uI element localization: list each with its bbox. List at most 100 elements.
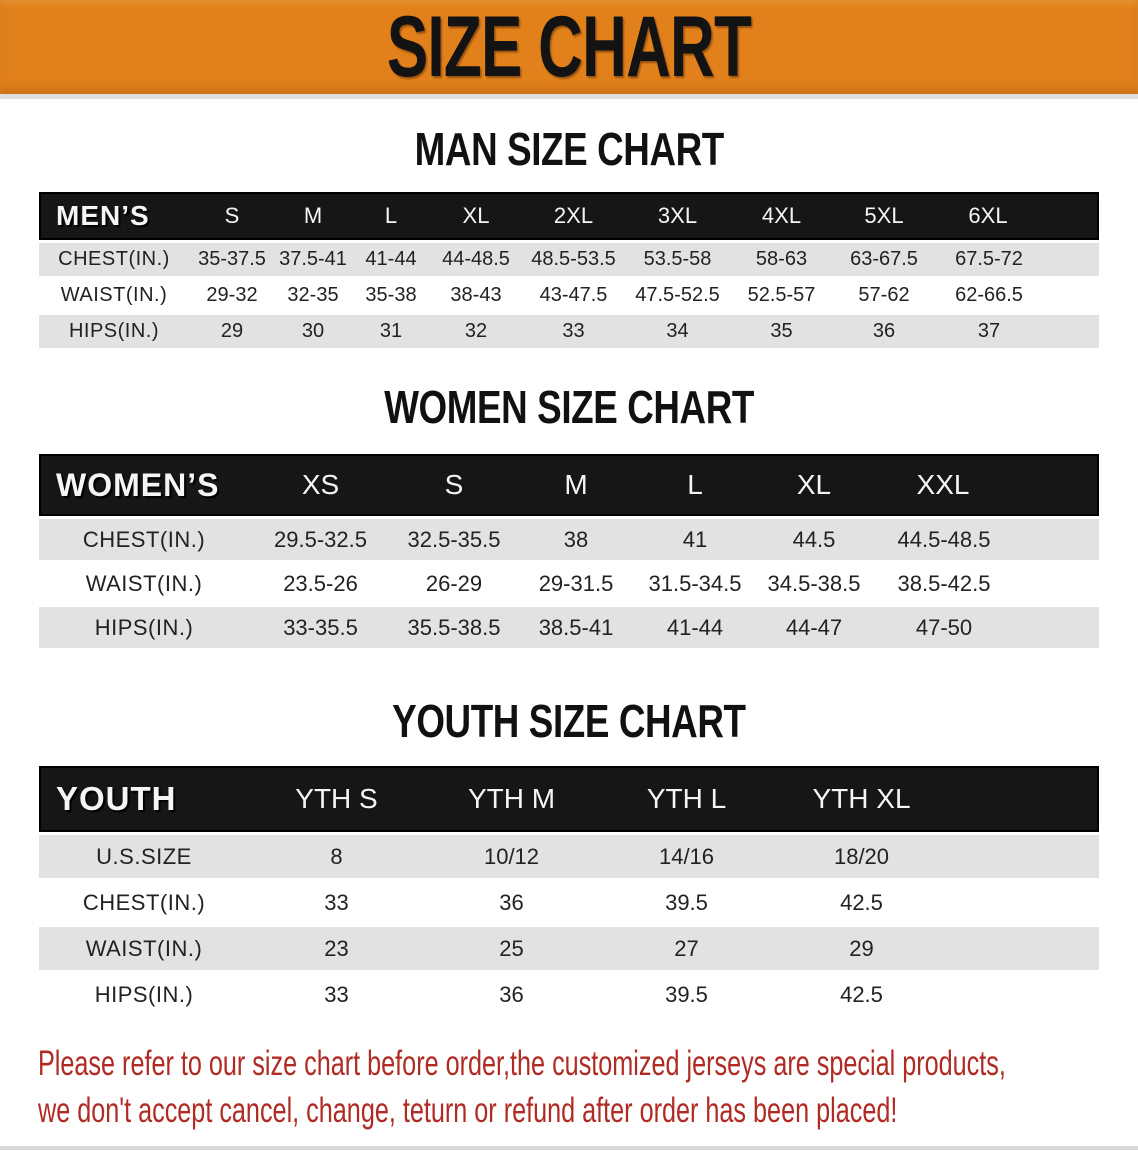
table-header-label: MEN’S: [39, 192, 189, 240]
table-row: U.S.SIZE 8 10/12 14/16 18/20: [39, 835, 1099, 878]
size-value-cell: 33: [249, 973, 424, 1016]
size-value-cell: 32: [431, 315, 521, 348]
size-value-cell: 8: [249, 835, 424, 878]
size-value-cell: 29-31.5: [516, 563, 636, 604]
men-section-heading: MAN SIZE CHART: [414, 123, 724, 175]
youth-size-table: YOUTH YTH S YTH M YTH L YTH XL U.S.SIZE 8 10/12…: [39, 763, 1099, 1019]
size-column-header: XL: [431, 192, 521, 240]
size-column-header: 2XL: [521, 192, 626, 240]
size-value-cell: 35: [729, 315, 834, 348]
size-column-header: 5XL: [834, 192, 934, 240]
size-value-cell: 47.5-52.5: [626, 279, 729, 312]
size-value-cell: 43-47.5: [521, 279, 626, 312]
size-column-header: M: [275, 192, 351, 240]
size-value-cell: 18/20: [774, 835, 949, 878]
size-value-cell: 36: [424, 973, 599, 1016]
table-row: WAIST(IN.) 23.5-26 26-29 29-31.5 31.5-34.5 34…: [39, 563, 1099, 604]
size-value-cell: 39.5: [599, 973, 774, 1016]
size-value-cell: 23.5-26: [249, 563, 392, 604]
size-value-cell: 37.5-41: [275, 243, 351, 276]
row-label: U.S.SIZE: [39, 835, 249, 878]
size-value-cell: 35-38: [351, 279, 431, 312]
table-row: WAIST(IN.) 23 25 27 29: [39, 927, 1099, 970]
size-value-cell: 44.5: [754, 519, 874, 560]
size-value-cell: 34.5-38.5: [754, 563, 874, 604]
size-column-header: 6XL: [934, 192, 1099, 240]
size-value-cell: 67.5-72: [934, 243, 1099, 276]
size-value-cell: 47-50: [874, 607, 1099, 648]
size-value-cell: 38: [516, 519, 636, 560]
women-section-heading: WOMEN SIZE CHART: [384, 381, 754, 433]
size-column-header: XS: [249, 454, 392, 516]
size-value-cell: 29: [774, 927, 949, 970]
youth-size-section: YOUTH SIZE CHART YOUTH YTH S YTH M YTH L YTH…: [0, 651, 1138, 1019]
size-value-cell: 29-32: [189, 279, 275, 312]
table-header-row: WOMEN’S XS S M L XL XXL: [39, 454, 1099, 516]
disclaimer-line-1: Please refer to our size chart before or…: [38, 1044, 1006, 1083]
size-value-cell: 14/16: [599, 835, 774, 878]
size-chart-banner: SIZE CHART: [0, 0, 1138, 99]
youth-section-heading: YOUTH SIZE CHART: [392, 695, 746, 747]
table-header-label: WOMEN’S: [39, 454, 249, 516]
size-value-cell: 29: [189, 315, 275, 348]
size-value-cell: 34: [626, 315, 729, 348]
size-value-cell: 32-35: [275, 279, 351, 312]
size-value-cell: 31.5-34.5: [636, 563, 754, 604]
table-row: CHEST(IN.) 29.5-32.5 32.5-35.5 38 41 44.5 44.5…: [39, 519, 1099, 560]
size-column-header: S: [189, 192, 275, 240]
size-value-cell: 33-35.5: [249, 607, 392, 648]
table-header-label: YOUTH: [39, 766, 249, 832]
size-value-cell: 36: [834, 315, 934, 348]
table-header-row: YOUTH YTH S YTH M YTH L YTH XL: [39, 766, 1099, 832]
size-value-cell: 48.5-53.5: [521, 243, 626, 276]
size-column-header: XXL: [874, 454, 1099, 516]
men-size-table: MEN’S S M L XL 2XL 3XL 4XL 5XL 6XL CHEST(IN.) 35-37…: [39, 189, 1099, 351]
size-column-header: YTH S: [249, 766, 424, 832]
size-value-cell: 25: [424, 927, 599, 970]
size-column-header: S: [392, 454, 516, 516]
women-heading-wrap: WOMEN SIZE CHART: [0, 351, 1138, 430]
size-value-cell: 38.5-42.5: [874, 563, 1099, 604]
size-value-cell: 41-44: [636, 607, 754, 648]
row-label: HIPS(IN.): [39, 315, 189, 348]
row-spacer-cell: [949, 973, 1099, 1016]
size-column-header: YTH XL: [774, 766, 949, 832]
size-value-cell: 35.5-38.5: [392, 607, 516, 648]
row-label: WAIST(IN.): [39, 279, 189, 312]
header-spacer-cell: [949, 766, 1099, 832]
table-row: WAIST(IN.) 29-32 32-35 35-38 38-43 43-47.5 47.…: [39, 279, 1099, 312]
disclaimer: Please refer to our size chart before or…: [38, 1040, 1138, 1134]
row-label: WAIST(IN.): [39, 927, 249, 970]
size-column-header: XL: [754, 454, 874, 516]
disclaimer-line-2: we don't accept cancel, change, teturn o…: [38, 1091, 898, 1130]
women-size-section: WOMEN SIZE CHART WOMEN’S XS S M L XL XXL CHEST(…: [0, 351, 1138, 651]
size-value-cell: 44-48.5: [431, 243, 521, 276]
size-value-cell: 10/12: [424, 835, 599, 878]
size-value-cell: 33: [521, 315, 626, 348]
row-spacer-cell: [949, 881, 1099, 924]
table-row: CHEST(IN.) 33 36 39.5 42.5: [39, 881, 1099, 924]
size-value-cell: 57-62: [834, 279, 934, 312]
size-value-cell: 39.5: [599, 881, 774, 924]
row-label: CHEST(IN.): [39, 881, 249, 924]
row-spacer-cell: [949, 835, 1099, 878]
size-value-cell: 38.5-41: [516, 607, 636, 648]
men-size-section: MAN SIZE CHART MEN’S S M L XL 2XL 3XL 4XL 5XL 6XL…: [0, 99, 1138, 351]
size-value-cell: 33: [249, 881, 424, 924]
size-column-header: 4XL: [729, 192, 834, 240]
size-column-header: L: [636, 454, 754, 516]
size-value-cell: 44.5-48.5: [874, 519, 1099, 560]
table-row: CHEST(IN.) 35-37.5 37.5-41 41-44 44-48.5 48.5…: [39, 243, 1099, 276]
size-value-cell: 41-44: [351, 243, 431, 276]
row-label: CHEST(IN.): [39, 519, 249, 560]
size-value-cell: 36: [424, 881, 599, 924]
size-column-header: YTH L: [599, 766, 774, 832]
size-value-cell: 26-29: [392, 563, 516, 604]
size-value-cell: 37: [934, 315, 1099, 348]
size-value-cell: 29.5-32.5: [249, 519, 392, 560]
size-value-cell: 30: [275, 315, 351, 348]
size-column-header: 3XL: [626, 192, 729, 240]
size-value-cell: 42.5: [774, 973, 949, 1016]
table-row: HIPS(IN.) 33 36 39.5 42.5: [39, 973, 1099, 1016]
size-value-cell: 27: [599, 927, 774, 970]
